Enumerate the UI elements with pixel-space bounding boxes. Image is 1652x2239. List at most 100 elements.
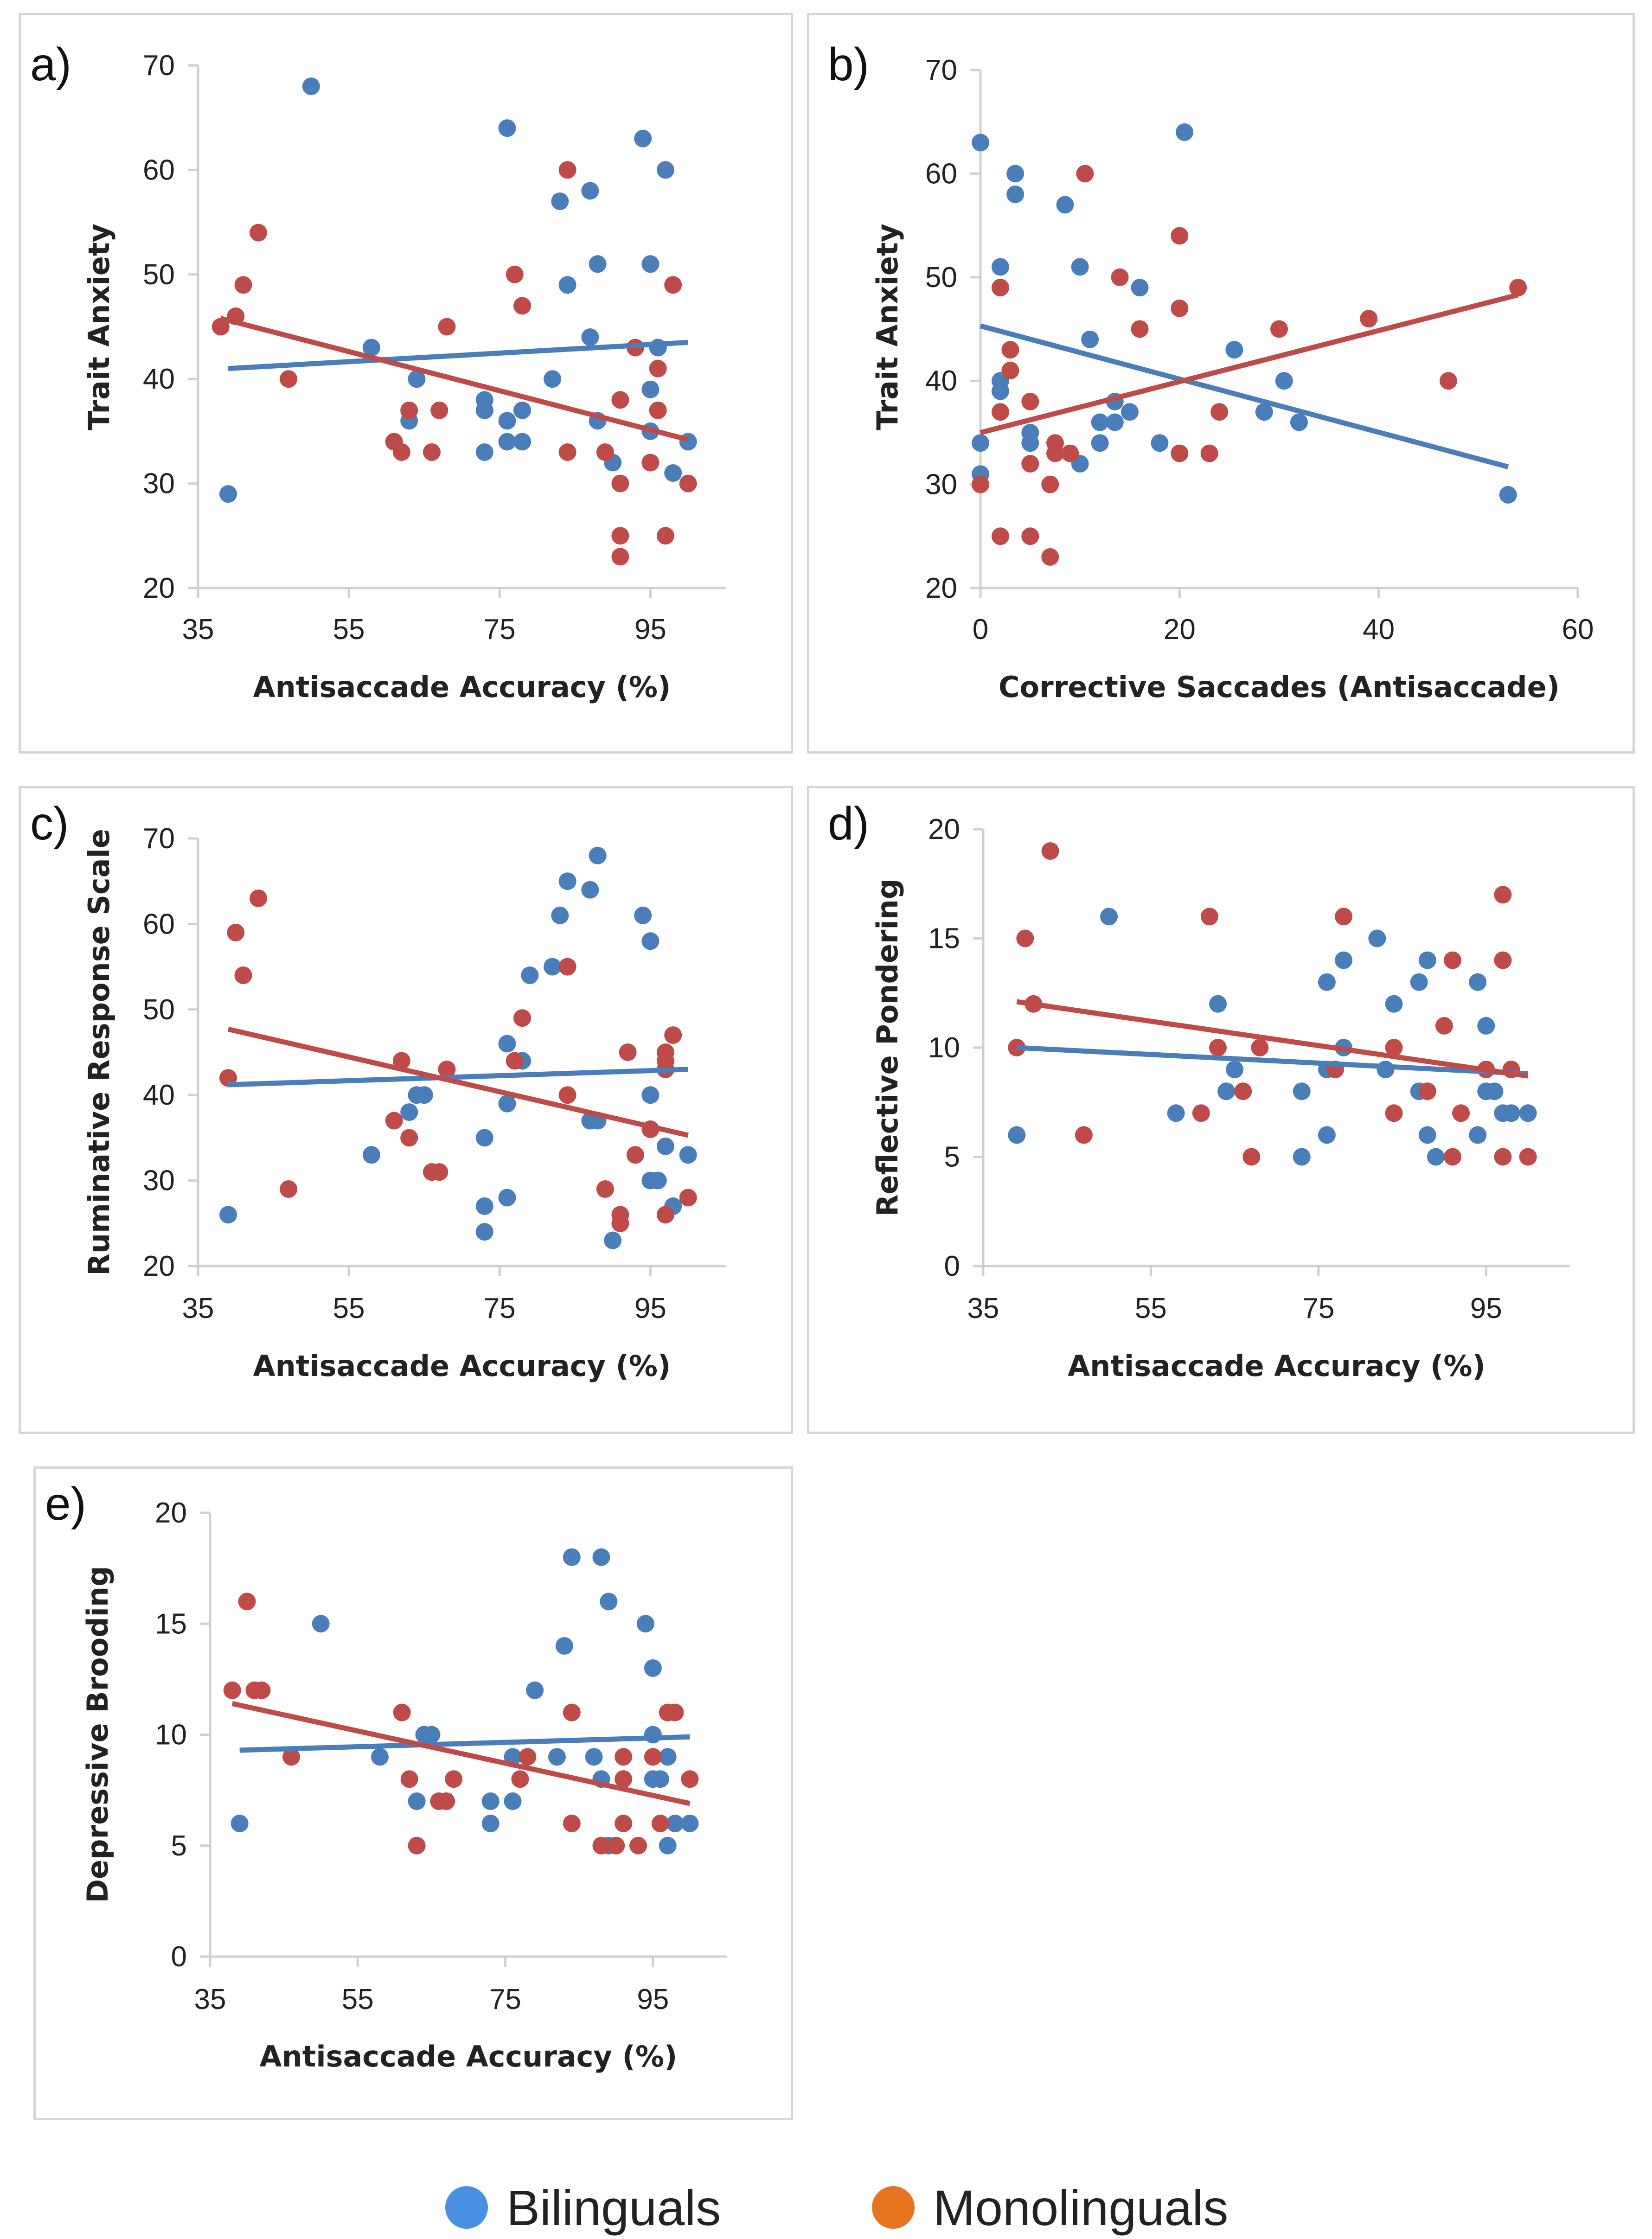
data-point-bilinguals xyxy=(1121,403,1139,421)
data-point-monolinguals xyxy=(250,889,268,908)
data-point-bilinguals xyxy=(1499,486,1517,504)
data-point-bilinguals xyxy=(1225,341,1243,359)
data-point-monolinguals xyxy=(400,1770,418,1788)
data-point-bilinguals xyxy=(371,1748,389,1766)
legend-item-monolinguals: Monolinguals xyxy=(872,2177,1228,2238)
data-point-monolinguals xyxy=(607,1836,625,1855)
trend-line-monolinguals xyxy=(227,1026,689,1138)
data-point-monolinguals xyxy=(1494,951,1512,969)
data-point-bilinguals xyxy=(991,258,1009,276)
data-point-bilinguals xyxy=(1290,413,1308,431)
data-point-monolinguals xyxy=(651,1814,669,1832)
data-point-monolinguals xyxy=(506,1052,524,1070)
data-point-bilinguals xyxy=(641,932,660,950)
data-point-monolinguals xyxy=(1131,320,1149,338)
data-point-monolinguals xyxy=(1444,1148,1461,1166)
data-point-monolinguals xyxy=(1041,475,1059,493)
panel-letter: c) xyxy=(30,798,69,850)
data-point-bilinguals xyxy=(481,1814,499,1832)
x-axis-title: Antisaccade Accuracy (%) xyxy=(253,1349,671,1383)
chart-c: c) 20 30 40 50 60 70 35 55 75 95 Antisaccade Accura… xyxy=(30,798,726,1383)
x-axis-title: Corrective Saccades (Antisaccade) xyxy=(999,670,1560,704)
data-point-bilinguals xyxy=(644,1659,662,1677)
data-point-monolinguals xyxy=(558,958,576,976)
data-point-bilinguals xyxy=(513,433,531,451)
data-point-bilinguals xyxy=(1255,403,1273,421)
y-axis-title: Reflective Pondering xyxy=(871,879,904,1216)
data-point-bilinguals xyxy=(581,182,599,200)
data-point-monolinguals xyxy=(437,1792,455,1810)
data-point-bilinguals xyxy=(1502,1104,1520,1122)
data-point-bilinguals xyxy=(1006,186,1024,204)
data-point-monolinguals xyxy=(393,1703,411,1721)
data-point-monolinguals xyxy=(250,224,268,242)
data-point-bilinguals xyxy=(1318,973,1336,991)
x-tick-label: 35 xyxy=(182,1292,214,1324)
x-tick-label: 95 xyxy=(637,1983,669,2015)
data-point-bilinguals xyxy=(1167,1104,1185,1122)
y-tick-label: 50 xyxy=(143,259,175,291)
data-point-monolinguals xyxy=(1016,929,1034,947)
data-point-bilinguals xyxy=(644,1726,662,1744)
y-tick-label: 40 xyxy=(143,1079,175,1111)
data-point-monolinguals xyxy=(513,297,531,315)
data-point-monolinguals xyxy=(1210,403,1229,421)
data-point-monolinguals xyxy=(1519,1148,1537,1166)
data-point-bilinguals xyxy=(558,276,576,294)
y-tick-label: 60 xyxy=(143,154,175,186)
data-point-monolinguals xyxy=(563,1814,581,1832)
data-point-bilinguals xyxy=(681,1814,699,1832)
legend-marker-bilinguals xyxy=(445,2186,488,2229)
data-point-monolinguals xyxy=(1418,1082,1436,1100)
trend-line-bilinguals xyxy=(980,323,1509,469)
data-point-bilinguals xyxy=(544,370,562,388)
data-point-monolinguals xyxy=(238,1593,256,1611)
y-tick-label: 60 xyxy=(143,908,175,940)
trend-line-monolinguals xyxy=(980,292,1519,435)
series-bilinguals xyxy=(219,77,697,503)
data-point-bilinguals xyxy=(551,906,569,924)
data-point-bilinguals xyxy=(581,328,599,346)
data-point-bilinguals xyxy=(1469,1126,1487,1144)
chart-panel-e: e) 0 5 10 15 20 35 55 75 95 Antisaccade Accuracy (… xyxy=(33,1466,793,2120)
y-axis-title: Trait Anxiety xyxy=(871,224,904,430)
data-point-bilinguals xyxy=(1293,1082,1311,1100)
data-point-bilinguals xyxy=(1427,1148,1445,1166)
panel-letter: e) xyxy=(45,1478,86,1530)
data-point-monolinguals xyxy=(1209,1039,1227,1056)
data-point-bilinguals xyxy=(1385,995,1403,1013)
data-point-bilinguals xyxy=(526,1681,544,1699)
data-point-monolinguals xyxy=(1200,908,1218,926)
data-point-bilinguals xyxy=(1318,1126,1336,1144)
data-point-monolinguals xyxy=(1385,1039,1403,1056)
data-point-bilinguals xyxy=(636,1615,654,1633)
data-point-monolinguals xyxy=(1242,1148,1261,1166)
data-point-monolinguals xyxy=(223,1681,241,1699)
data-point-monolinguals xyxy=(438,1060,456,1078)
data-point-bilinguals xyxy=(408,370,426,388)
data-point-bilinguals xyxy=(1008,1126,1026,1144)
data-point-bilinguals xyxy=(666,1814,684,1832)
data-point-bilinguals xyxy=(481,1792,499,1810)
data-point-monolinguals xyxy=(611,527,629,545)
data-point-bilinguals xyxy=(649,1171,667,1190)
y-tick-label: 70 xyxy=(143,50,175,82)
data-point-bilinguals xyxy=(1418,951,1436,969)
data-point-bilinguals xyxy=(679,1146,697,1164)
trend-line-bilinguals xyxy=(239,1734,690,1753)
data-point-monolinguals xyxy=(511,1770,529,1788)
data-point-monolinguals xyxy=(1021,454,1039,473)
data-point-bilinguals xyxy=(504,1792,522,1810)
y-tick-label: 70 xyxy=(925,54,957,86)
data-point-bilinguals xyxy=(475,1223,493,1241)
x-axis-title: Antisaccade Accuracy (%) xyxy=(260,2040,678,2073)
data-point-bilinguals xyxy=(581,881,599,899)
data-point-bilinguals xyxy=(589,255,607,273)
data-point-bilinguals xyxy=(1091,434,1109,452)
series-monolinguals xyxy=(972,165,1527,566)
data-point-bilinguals xyxy=(423,1726,441,1744)
trend-line-bilinguals xyxy=(228,1067,688,1088)
data-point-bilinguals xyxy=(1209,995,1227,1013)
y-tick-label: 20 xyxy=(143,1250,175,1282)
